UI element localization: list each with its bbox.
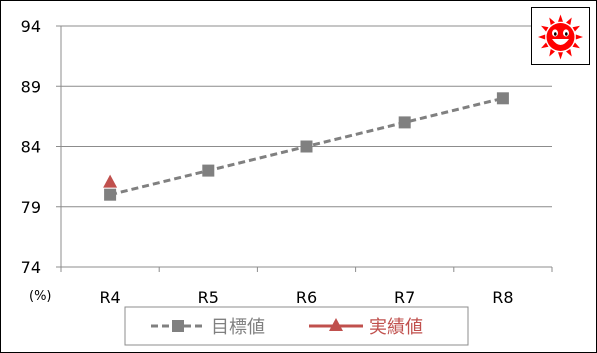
legend: 目標値 実績値 xyxy=(124,306,469,346)
legend-swatch-marker xyxy=(172,320,184,332)
y-tick-label: 79 xyxy=(21,198,41,217)
x-tick-label: R4 xyxy=(99,288,120,307)
sun-ray xyxy=(558,14,563,22)
sun-ray xyxy=(538,34,546,40)
y-tick-label: 74 xyxy=(21,258,41,277)
sun-right-pupil xyxy=(565,32,568,36)
legend-label: 実績値 xyxy=(369,317,423,338)
sun-ray xyxy=(572,42,580,49)
sun-ray xyxy=(572,25,580,32)
x-tick-label: R8 xyxy=(492,288,513,307)
sun-ray xyxy=(541,42,549,49)
x-tick-labels: R4 R5 R6 R7 R8 xyxy=(99,288,513,307)
y-tick-label: 84 xyxy=(21,138,41,157)
data-point xyxy=(104,188,117,201)
sun-rays xyxy=(538,14,583,60)
unit-label: (%) xyxy=(29,289,52,304)
data-point xyxy=(300,140,313,153)
data-point xyxy=(496,92,509,105)
sun-ray xyxy=(566,17,572,25)
series-group xyxy=(103,92,509,201)
legend-label: 目標値 xyxy=(211,317,265,338)
smiling-sun-icon xyxy=(531,7,590,65)
x-tick-label: R7 xyxy=(394,288,415,307)
grid-lines xyxy=(61,25,552,208)
sun-left-pupil xyxy=(554,32,557,36)
data-point xyxy=(398,116,411,129)
sun-ray xyxy=(566,49,572,57)
sun-ray xyxy=(549,49,555,57)
sun-ray xyxy=(549,17,555,25)
y-tick-labels: 74 79 84 89 94 xyxy=(21,17,41,277)
data-point xyxy=(103,174,118,188)
legend-swatch-marker xyxy=(329,318,343,331)
y-tick-label: 94 xyxy=(21,17,41,36)
axes xyxy=(56,25,553,272)
x-tick-label: R5 xyxy=(198,288,219,307)
sun-mouth xyxy=(552,39,569,45)
sun-ray xyxy=(558,52,563,60)
y-tick-label: 89 xyxy=(21,77,41,96)
sun-ray xyxy=(541,25,549,32)
x-tick-label: R6 xyxy=(296,288,317,307)
sun-ray xyxy=(575,34,583,40)
data-point xyxy=(202,164,215,177)
sun-face xyxy=(546,23,575,51)
